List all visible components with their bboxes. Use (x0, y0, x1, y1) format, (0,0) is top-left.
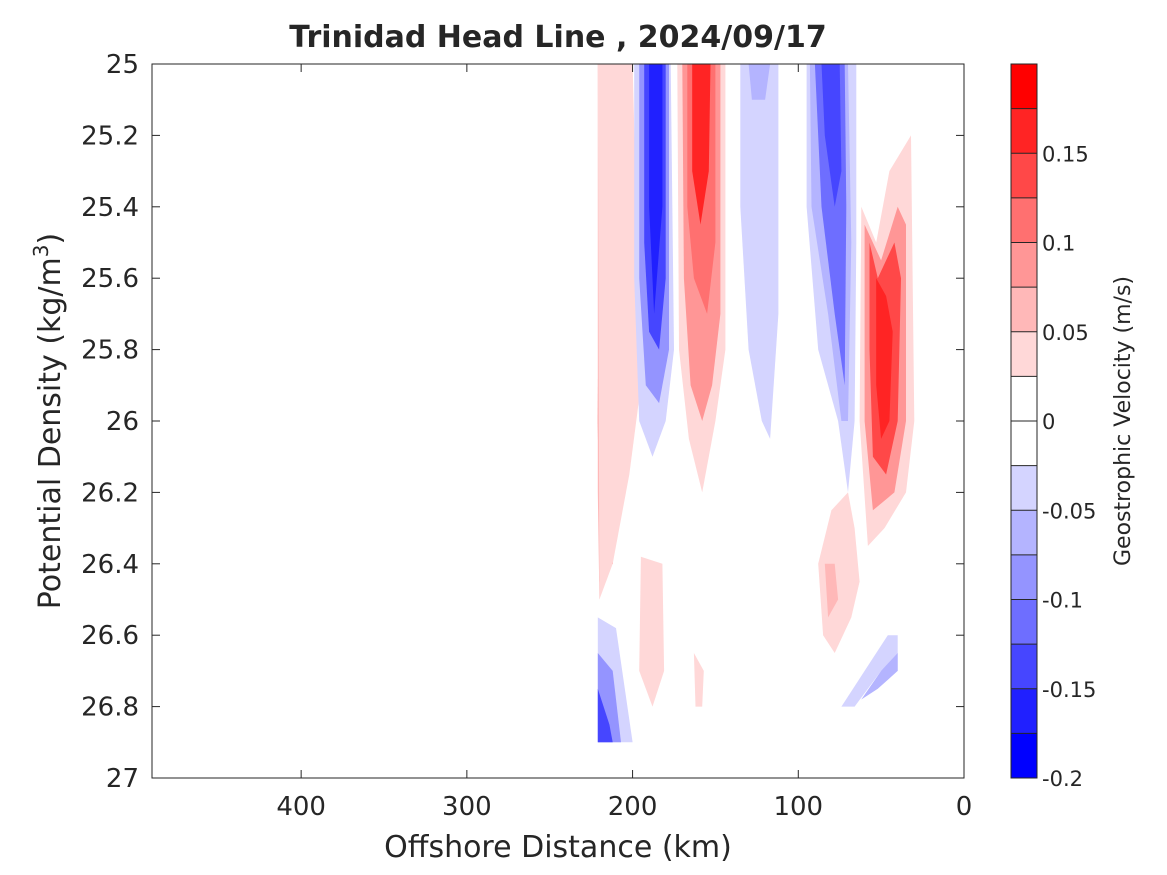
colorbar-segment (1011, 733, 1037, 778)
y-tick-label: 26.8 (81, 693, 139, 723)
colorbar-segment (1011, 331, 1037, 377)
y-tick-label: 25.8 (81, 336, 139, 366)
x-axis-ticks: 400 300 200 100 0 (276, 64, 972, 822)
contour-region-deep-negative-210km (597, 688, 613, 743)
colorbar-segment (1011, 688, 1037, 734)
colorbar-segment (1011, 421, 1037, 466)
colorbar-tick-label: 0.05 (1042, 321, 1089, 345)
contour-region-deep-positive-80km (824, 563, 839, 618)
x-tick-label: 300 (442, 792, 492, 822)
colorbar-tick-label: -0.2 (1042, 767, 1083, 791)
x-tick-label: 100 (773, 792, 823, 822)
y-axis-ticks: 25 25.2 25.4 25.6 25.8 26 26.2 26.4 26.6 26.8 27 (81, 50, 964, 794)
contour-region-deep-negative-60km (841, 635, 898, 707)
colorbar-segment (1011, 644, 1037, 689)
colorbar-label: Geostrophic Velocity (m/s) (1111, 276, 1136, 566)
contour-region-deep-positive-155km (693, 653, 704, 707)
y-axis-label: Potential Density (kg/m3) (29, 233, 68, 609)
y-tick-label: 26.2 (81, 478, 139, 508)
x-axis-label: Offshore Distance (km) (384, 830, 732, 865)
contour-region-deep-negative-60km (861, 653, 898, 700)
contour-region-jet-fringe-200km (597, 64, 641, 600)
contour-regions (597, 64, 915, 743)
contour-region-weak-negative-125km (740, 64, 779, 439)
x-tick-label: 200 (608, 792, 658, 822)
y-tick-label: 26.4 (81, 550, 139, 580)
x-tick-label: 0 (956, 792, 973, 822)
colorbar-tick-label: -0.05 (1042, 499, 1096, 523)
contour-region-positive-core-45km (876, 278, 893, 439)
colorbar-segment (1011, 554, 1037, 600)
colorbar-segment (1011, 287, 1037, 332)
colorbar-segment (1011, 510, 1037, 555)
colorbar-tick-label: 0 (1042, 410, 1055, 434)
y-axis-label-close: ) (33, 233, 68, 245)
y-tick-label: 26 (106, 407, 139, 437)
colorbar-frame (1010, 63, 1038, 779)
colorbar-segment (1011, 376, 1037, 421)
contour-region-negative-core-185km (649, 64, 663, 314)
colorbar-segment (1011, 153, 1037, 198)
y-tick-label: 25.2 (81, 121, 139, 151)
y-tick-label: 25 (106, 50, 139, 80)
colorbar-ticks: -0.2 -0.15 -0.1 -0.05 0 0.05 0.1 0.15 (1042, 142, 1096, 791)
y-tick-label: 27 (106, 764, 139, 794)
y-tick-label: 26.6 (81, 621, 139, 651)
y-tick-label: 25.6 (81, 264, 139, 294)
colorbar-segment (1011, 599, 1037, 645)
colorbar-segment (1011, 242, 1037, 288)
contour-region-negative-core-85km (821, 64, 842, 207)
contour-region-weak-negative-125km (748, 64, 771, 100)
colorbar (1011, 64, 1037, 778)
colorbar-tick-label: -0.15 (1042, 678, 1096, 702)
y-axis-label-superscript: 3 (29, 244, 53, 257)
colorbar-segment (1011, 64, 1037, 109)
chart-title: Trinidad Head Line , 2024/09/17 (289, 20, 826, 55)
colorbar-tick-label: 0.15 (1042, 142, 1089, 166)
y-axis-label-main: Potential Density (kg/m (33, 257, 68, 609)
contour-region-positive-core-155km (692, 64, 711, 225)
colorbar-segment (1011, 197, 1037, 243)
colorbar-segment (1011, 465, 1037, 511)
colorbar-segment (1011, 108, 1037, 154)
y-tick-label: 25.4 (81, 193, 139, 223)
contour-region-deep-positive-185km (639, 556, 665, 707)
colorbar-tick-label: -0.1 (1042, 589, 1083, 613)
colorbar-tick-label: 0.1 (1042, 232, 1075, 256)
x-tick-label: 400 (276, 792, 326, 822)
